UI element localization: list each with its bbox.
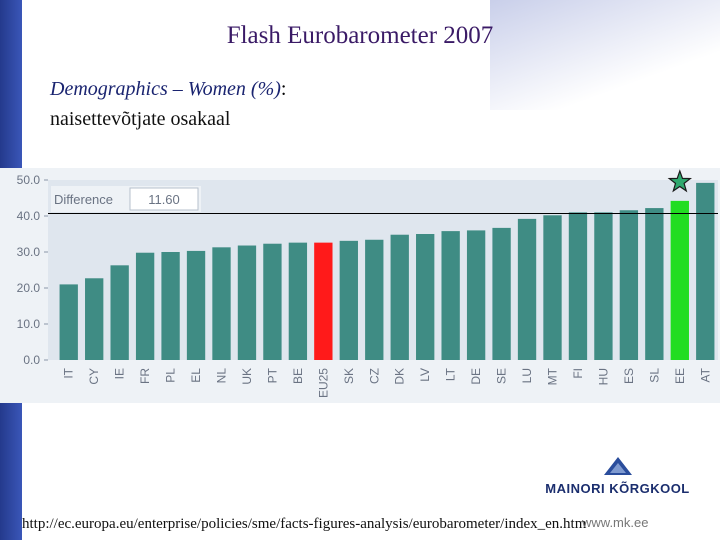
bar-be (288, 242, 308, 360)
site-url: www.mk.ee (582, 515, 649, 530)
slide-title: Flash Eurobarometer 2007 (226, 22, 494, 49)
bar-hu (594, 212, 613, 360)
difference-value-box (129, 187, 199, 211)
bar-nl (212, 247, 231, 360)
y-tick-label: 30.0 (17, 245, 41, 259)
bar-pl (161, 252, 180, 360)
difference-value: 11.60 (148, 192, 180, 207)
x-tick-label: ES (622, 368, 636, 384)
x-tick-label: MT (546, 367, 560, 385)
x-tick-label: PT (265, 367, 279, 383)
bar-ie (110, 265, 129, 360)
bar-uk (237, 245, 257, 360)
x-tick-label: EL (189, 368, 203, 383)
x-tick-label: HU (596, 368, 610, 385)
x-tick-label: NL (215, 368, 229, 384)
x-tick-label: FI (571, 368, 585, 379)
source-link[interactable]: http://ec.europa.eu/enterprise/policies/… (22, 516, 587, 532)
bar-fr (135, 252, 155, 360)
x-tick-label: EE (673, 368, 687, 384)
slide-subtitle: Demographics – Women (%): (50, 78, 286, 101)
y-tick-label: 40.0 (17, 209, 41, 223)
y-tick-label: 20.0 (17, 281, 41, 295)
x-tick-label: SK (342, 368, 356, 384)
bar-sl (645, 208, 664, 360)
bar-it (59, 284, 78, 360)
bar-pt (263, 243, 282, 360)
subtitle-text: Demographics – Women (%) (50, 78, 281, 100)
x-tick-label: BE (291, 368, 305, 384)
bar-dk (390, 234, 409, 360)
x-tick-label: IE (113, 368, 127, 379)
x-tick-label: DK (393, 368, 407, 385)
x-tick-label: AT (698, 367, 712, 382)
bar-lv (416, 234, 435, 360)
x-tick-label: CZ (367, 368, 381, 384)
x-tick-label: LU (520, 368, 534, 383)
bar-lt (441, 231, 460, 360)
y-tick-label: 10.0 (17, 317, 41, 331)
bar-eu25 (314, 242, 333, 360)
bar-at (696, 182, 715, 360)
bar-es (619, 210, 639, 360)
bar-ee (670, 200, 689, 360)
x-tick-label: CY (87, 368, 101, 385)
x-tick-label: FR (138, 368, 152, 384)
x-tick-label: LT (444, 367, 458, 381)
subtitle-colon: : (280, 78, 287, 100)
bar-sk (339, 240, 358, 360)
x-tick-label: IT (62, 367, 76, 378)
bar-mt (543, 215, 562, 360)
bar-se (492, 227, 511, 360)
logo: MAINORI KÕRGKOOL (530, 456, 705, 496)
bar-el (186, 250, 206, 360)
x-tick-label: UK (240, 368, 254, 385)
bar-chart: 0.0 10.0 20.0 30.0 40.0 50.0 IT CY IE FR PL EL NL UK P… (0, 168, 720, 403)
difference-label: Difference (54, 192, 113, 207)
x-tick-label: EU25 (316, 368, 330, 398)
y-tick-label: 50.0 (17, 173, 41, 187)
bar-chart-svg: 0.0 10.0 20.0 30.0 40.0 50.0 IT CY IE FR PL EL NL UK P… (0, 168, 720, 403)
x-tick-label: SE (495, 368, 509, 384)
bar-lu (517, 218, 537, 360)
slide-subtitle-estonian: naisettevõtjate osakaal (50, 108, 231, 130)
y-tick-label: 0.0 (23, 353, 40, 367)
x-tick-label: LV (418, 368, 432, 382)
x-tick-label: DE (469, 368, 483, 385)
bar-cz (365, 239, 384, 360)
star-icon (667, 169, 692, 193)
corner-decoration (490, 0, 720, 110)
bar-de (466, 230, 486, 360)
bar-fi (568, 212, 588, 360)
bar-cy (85, 278, 104, 360)
x-tick-label: PL (164, 368, 178, 383)
logo-triangle-icon (603, 457, 632, 475)
logo-text: MAINORI KÕRGKOOL (545, 481, 690, 496)
x-tick-label: SL (647, 368, 661, 383)
